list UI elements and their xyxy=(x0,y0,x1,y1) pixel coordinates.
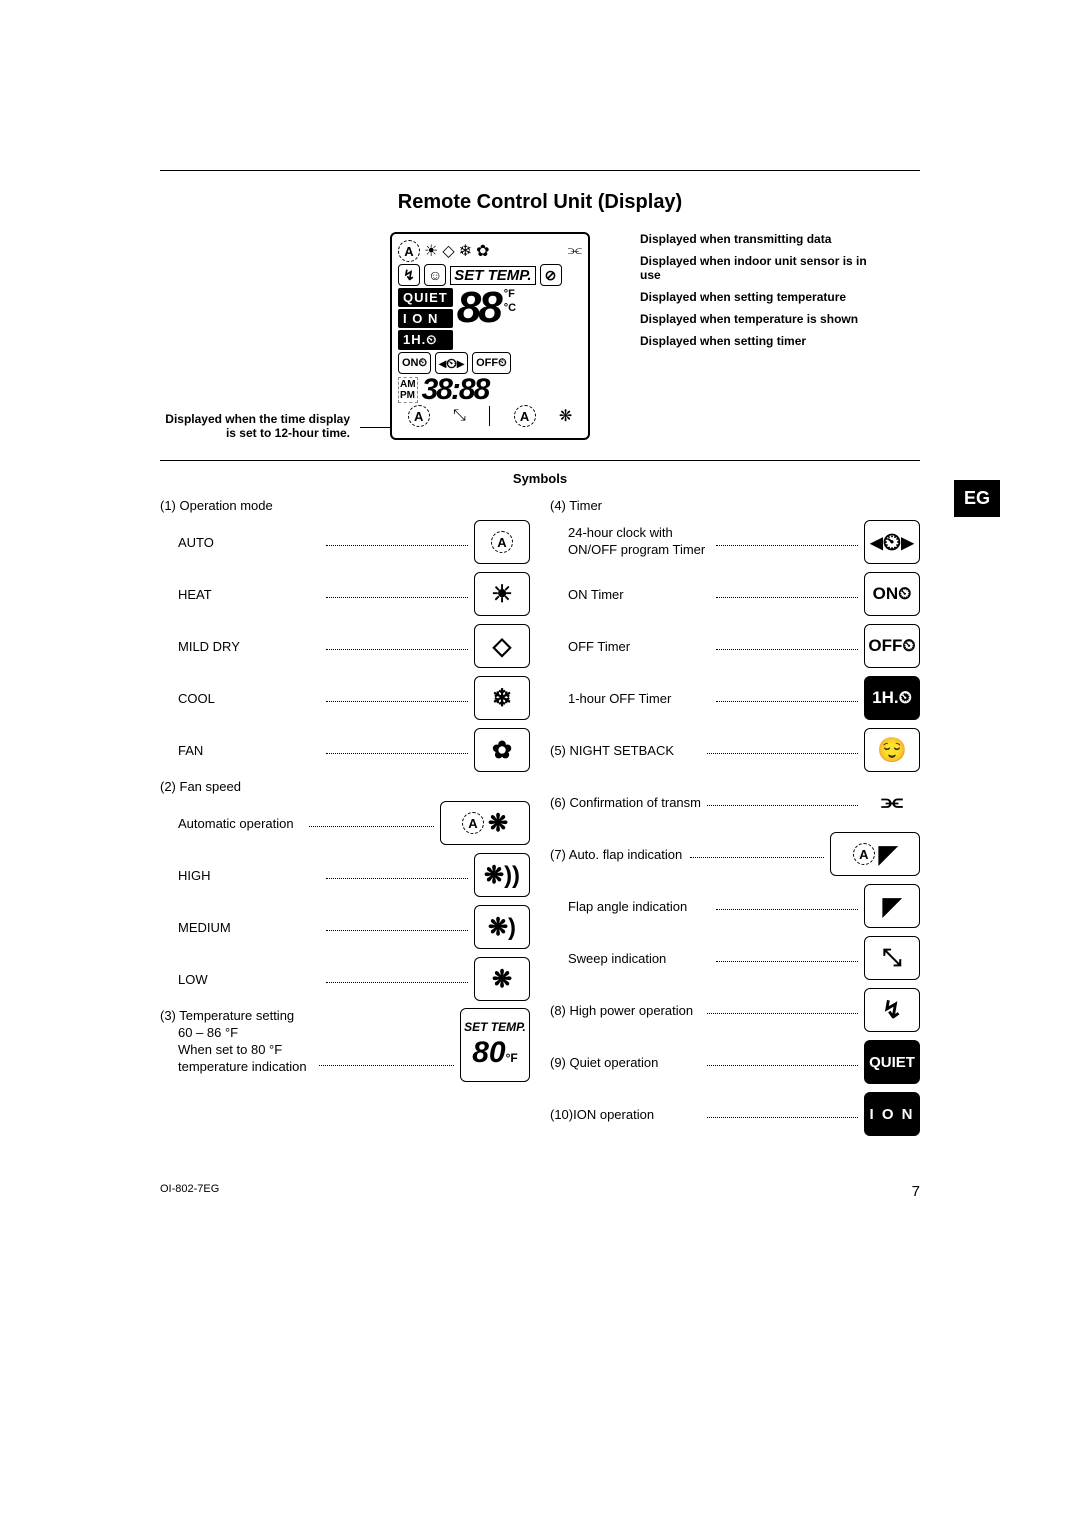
icon-autoflap: A ◤ xyxy=(830,832,920,876)
footer: OI-802-7EG 7 xyxy=(160,1183,920,1200)
am-pm-indicator: AM PM xyxy=(398,377,418,403)
set-temp-label: SET TEMP. xyxy=(450,266,535,285)
auto-fan-a: A xyxy=(514,405,536,427)
one-h-badge: 1H.⏲ xyxy=(398,330,453,350)
label-flapangle: Flap angle indication xyxy=(550,899,710,914)
callout-1: Displayed when transmitting data xyxy=(640,232,890,246)
night-icon: ☺ xyxy=(424,264,446,286)
label-temp-when: When set to 80 °F xyxy=(160,1042,460,1059)
callout-3: Displayed when setting temperature xyxy=(640,290,890,304)
snowflake-icon: ❄ xyxy=(459,241,472,261)
label-confirm: (6) Confirmation of transmission xyxy=(550,795,701,810)
label-temp-ind: temperature indication xyxy=(160,1059,313,1076)
temp-digits: 88 xyxy=(457,288,500,328)
icon-fan-low: ❋ xyxy=(474,957,530,1001)
label-medium: MEDIUM xyxy=(160,920,320,935)
icon-fan-high: ❋)) xyxy=(474,853,530,897)
icon-fan-auto: A ❋ xyxy=(440,801,530,845)
icon-ion: I O N xyxy=(864,1092,920,1136)
symbols-columns: (1) Operation mode AUTO A HEAT ☀ MILD DR… xyxy=(160,498,920,1143)
on-timer-badge: ON ⏲ xyxy=(398,352,431,374)
label-quiet: (9) Quiet operation xyxy=(550,1055,701,1070)
icon-cool: ❄ xyxy=(474,676,530,720)
label-fan: FAN xyxy=(160,743,320,758)
fan-speed-icon: ❋ xyxy=(559,406,572,426)
rule-mid xyxy=(160,460,920,461)
ion-badge: I O N xyxy=(398,309,453,328)
label-high: HIGH xyxy=(160,868,320,883)
label-cool: COOL xyxy=(160,691,320,706)
icon-nightset: 😌 xyxy=(864,728,920,772)
highpower-icon: ↯ xyxy=(398,264,420,286)
callouts-right: Displayed when transmitting data Display… xyxy=(610,232,890,440)
label-autoflap: (7) Auto. flap indication xyxy=(550,847,684,862)
icon-offtimer: OFF⏲ xyxy=(864,624,920,668)
group-timer: (4) Timer xyxy=(550,498,920,513)
icon-fan: ✿ xyxy=(474,728,530,772)
label-low: LOW xyxy=(160,972,320,987)
callout-left: Displayed when the time display is set t… xyxy=(160,232,360,440)
label-temp-range: 60 – 86 °F xyxy=(160,1025,460,1042)
icon-fan-medium: ❋) xyxy=(474,905,530,949)
label-nightset: (5) NIGHT SETBACK xyxy=(550,743,701,758)
auto-flap-a: A xyxy=(408,405,430,427)
symbols-heading: Symbols xyxy=(160,471,920,486)
icon-ontimer: ON ⏲ xyxy=(864,572,920,616)
icon-quiet: QUIET xyxy=(864,1040,920,1084)
icon-sweep: ⤡ xyxy=(864,936,920,980)
icon-highpower: ↯ xyxy=(864,988,920,1032)
label-milddry: MILD DRY xyxy=(160,639,320,654)
drop-icon: ◇ xyxy=(442,241,454,261)
page-number: 7 xyxy=(912,1183,920,1200)
icon-auto: A xyxy=(474,520,530,564)
symbols-left: (1) Operation mode AUTO A HEAT ☀ MILD DR… xyxy=(160,498,530,1143)
doc-id: OI-802-7EG xyxy=(160,1183,219,1200)
auto-icon: A xyxy=(398,240,420,262)
group-temp: (3) Temperature setting xyxy=(160,1008,460,1025)
icon-settemp: SET TEMP. 80°F xyxy=(460,1008,530,1082)
page-title: Remote Control Unit (Display) xyxy=(160,191,920,214)
lcd-panel: A ☀ ◇ ❄ ✿ ⫘ ↯ ☺ SET TEMP. ⊘ QUIET I O N … xyxy=(390,232,590,440)
symbols-right: (4) Timer 24-hour clock with ON/OFF prog… xyxy=(550,498,920,1143)
icon-milddry: ◇ xyxy=(474,624,530,668)
label-autoop: Automatic operation xyxy=(160,816,303,831)
callout-5: Displayed when setting timer xyxy=(640,334,890,348)
icon-transmit: ⫘ xyxy=(864,780,920,824)
clock-icon: ◂⏲▸ xyxy=(435,352,468,374)
sensor-icon: ⊘ xyxy=(540,264,562,286)
icon-1hoff: 1H.⏲ xyxy=(864,676,920,720)
off-timer-badge: OFF⏲ xyxy=(472,352,511,374)
callout-left-text: Displayed when the time display is set t… xyxy=(165,412,350,440)
icon-flapangle: ◤ xyxy=(864,884,920,928)
quiet-badge: QUIET xyxy=(398,288,453,307)
label-sweep: Sweep indication xyxy=(550,951,710,966)
fan-icon: ✿ xyxy=(476,241,489,261)
degree-units: °F °C xyxy=(504,288,516,314)
rule-top xyxy=(160,170,920,171)
label-heat: HEAT xyxy=(160,587,320,602)
icon-clock: ◂⏲▸ xyxy=(864,520,920,564)
display-row: Displayed when the time display is set t… xyxy=(160,232,920,440)
sun-icon: ☀ xyxy=(424,241,438,261)
group-fanspeed: (2) Fan speed xyxy=(160,779,530,794)
clock-digits: 38:88 xyxy=(422,376,489,403)
label-24clock: 24-hour clock with ON/OFF program Timer xyxy=(550,525,710,559)
group-operation: (1) Operation mode xyxy=(160,498,530,513)
icon-heat: ☀ xyxy=(474,572,530,616)
sweep-icon: ⤡ xyxy=(453,407,466,425)
label-ion: (10)ION operation xyxy=(550,1107,701,1122)
label-offtimer: OFF Timer xyxy=(550,639,710,654)
label-1hofftimer: 1-hour OFF Timer xyxy=(550,691,710,706)
label-highpower: (8) High power operation xyxy=(550,1003,701,1018)
label-ontimer: ON Timer xyxy=(550,587,710,602)
language-tab: EG xyxy=(954,480,1000,517)
label-auto: AUTO xyxy=(160,535,320,550)
callout-4: Displayed when temperature is shown xyxy=(640,312,890,326)
callout-2: Displayed when indoor unit sensor is in … xyxy=(640,254,890,282)
transmit-icon: ⫘ xyxy=(568,242,582,260)
